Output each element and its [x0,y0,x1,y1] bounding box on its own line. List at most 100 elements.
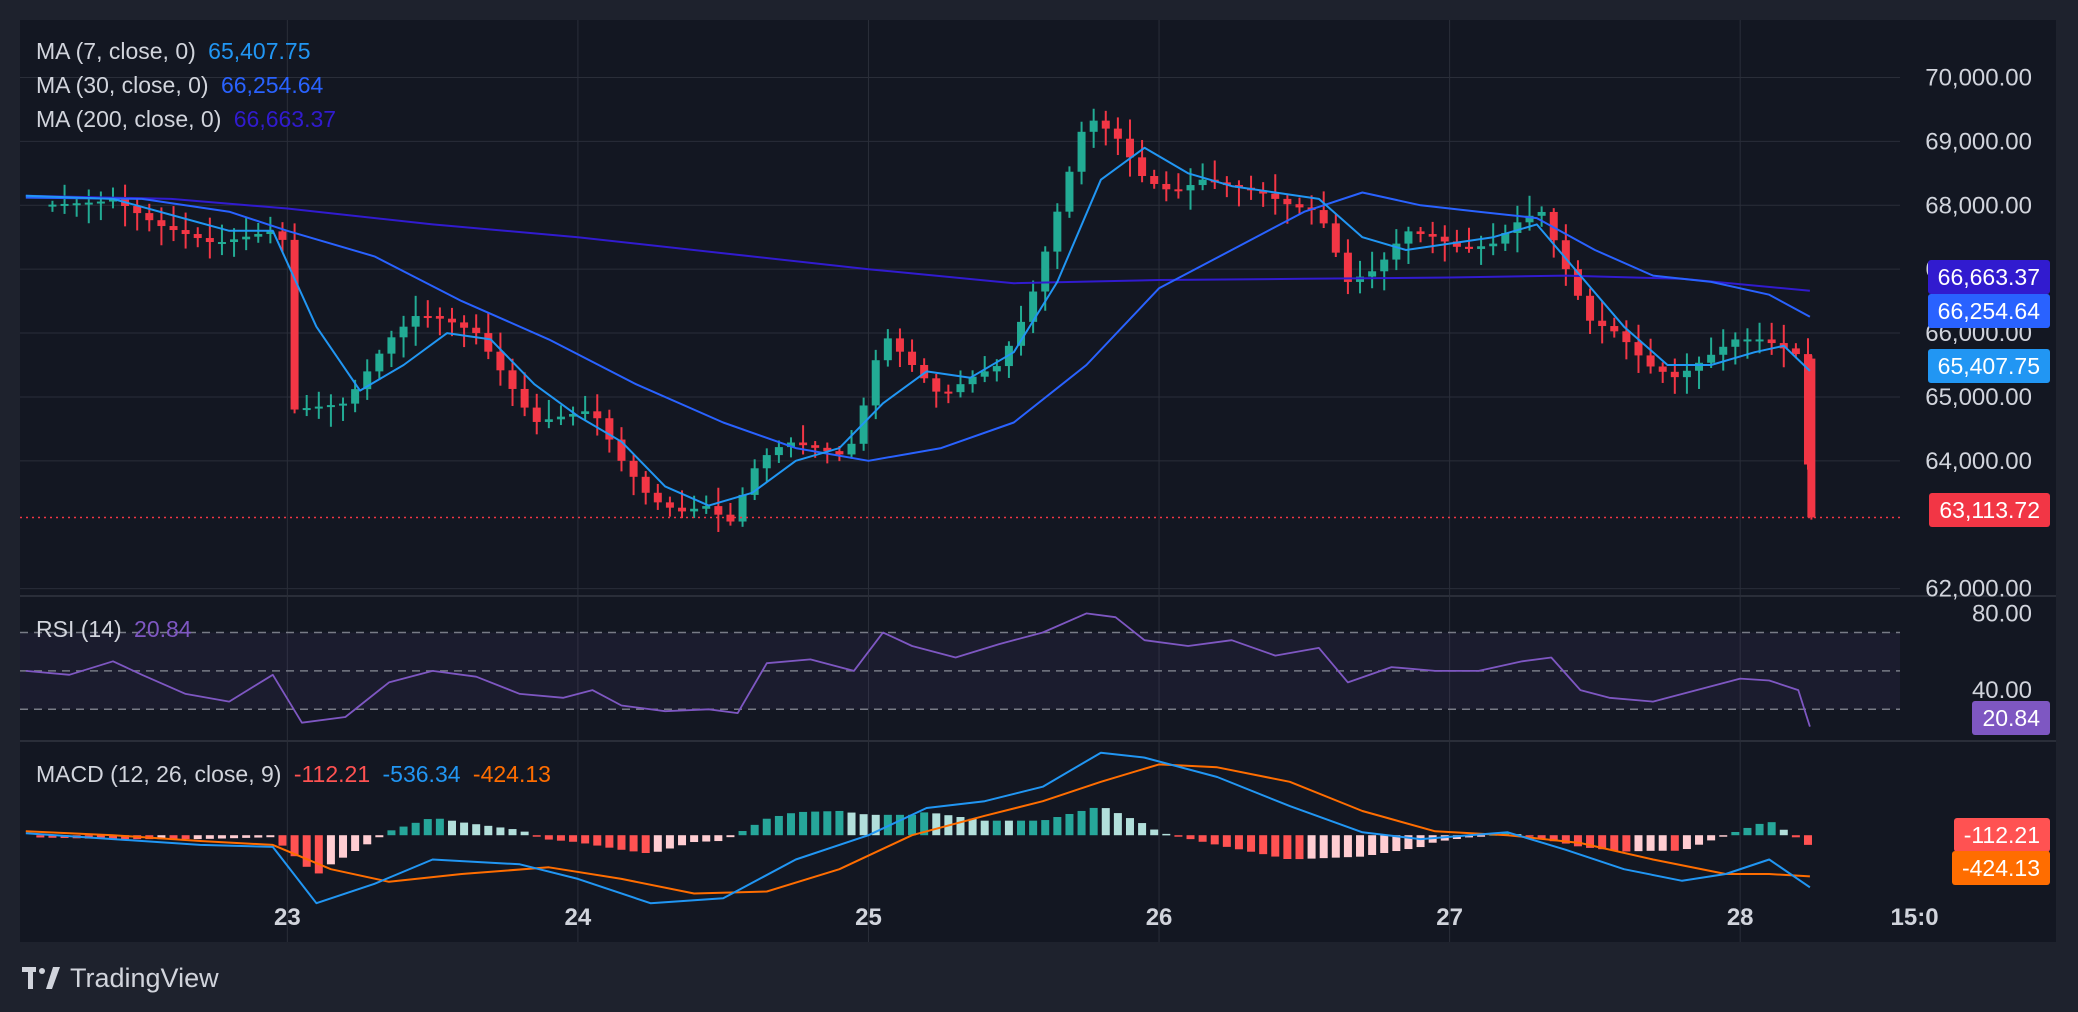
macd-hist-bar [1779,829,1788,836]
macd-hist-bar [363,835,372,845]
candle-body [617,439,626,461]
macd-hist-bar [484,825,493,836]
candle-body [1634,342,1643,356]
macd-hist-bar [1767,822,1776,836]
macd-hist-bar [496,827,505,836]
candle-body [883,338,892,361]
macd-hist-bar [823,811,832,836]
candle-body [786,442,795,448]
candle-body [423,316,432,319]
macd-hist-bar [1573,835,1582,847]
macd-hist-bar [1670,835,1679,851]
candle-body [665,502,674,508]
macd-hist-bar [1416,835,1425,848]
ma7-price-tag: 65,407.75 [1927,349,2050,383]
macd-legend[interactable]: MACD (12, 26, close, 9) -112.21 -536.34 … [36,761,557,788]
ma200-line [25,194,1810,292]
macd-hist-bar [665,835,674,849]
macd-hist-bar [883,814,892,836]
macd-hist-bar [1682,835,1691,850]
candle-body [544,419,553,422]
ma200-legend[interactable]: MA (200, close, 0) 66,663.37 [36,106,342,133]
candle-body [1125,138,1134,158]
y-tick-label: 70,000.00 [1925,65,2032,92]
candle-body [217,242,226,245]
candle-body [968,376,977,385]
macd-hist-bar [435,818,444,836]
candles-group [48,108,1812,532]
candle-body [169,226,178,231]
macd-hist-bar [726,835,735,838]
macd-hist-bar [375,835,384,838]
candle-body [1791,348,1800,355]
ma30-line [25,191,1811,462]
candle-body [1065,171,1074,212]
macd-hist-bar [1380,835,1389,854]
macd-hist-bar [1138,823,1147,836]
x-tick-label: 28 [1727,904,1754,931]
macd-hist-bar [1404,835,1413,850]
candle-body [1186,185,1195,191]
candle-body [556,416,565,420]
candle-body [1537,211,1546,216]
macd-hist-bar [1368,835,1377,855]
macd-hist-bar [1634,835,1643,852]
macd-hist-bar [1113,813,1122,836]
macd-hist-bar [1017,820,1026,836]
candle-body [871,360,880,406]
candle-body [1440,236,1449,242]
macd-hist-bar [169,835,178,840]
candle-body [593,411,602,419]
candle-body [133,205,142,214]
macd-hist-bar [1343,835,1352,858]
rsi-legend-value: 20.84 [134,616,192,642]
candle-body [1598,320,1607,327]
candle-body [520,388,529,408]
ma7-legend-label: MA (7, close, 0) [36,38,196,64]
y-tick-label: 69,000.00 [1925,128,2032,155]
macd-hist-bar [1150,829,1159,836]
macd-hist-bar [786,813,795,836]
candle-body [1089,120,1098,132]
ma7-legend[interactable]: MA (7, close, 0) 65,407.75 [36,38,317,65]
macd-hist-bar [1295,835,1304,860]
macd-hist-bar [242,835,251,838]
rsi-legend[interactable]: RSI (14) 20.84 [36,616,198,643]
y-tick-label: 62,000.00 [1925,576,2032,603]
ma7-line [25,146,1811,507]
macd-hist-bar [290,835,299,857]
candle-body [908,351,917,365]
macd-hist-bar [254,835,263,838]
y-tick-label: 65,000.00 [1925,384,2032,411]
ma30-legend-label: MA (30, close, 0) [36,72,209,98]
candle-body [508,370,517,389]
macd-hist-bar [1053,817,1062,836]
macd-hist-bar [738,831,747,836]
candle-body [108,198,117,202]
macd-hist-bar [1162,833,1171,836]
macd-hist-bar [532,835,541,837]
candle-body [702,506,711,509]
last-price-tag: 63,113.72 [1929,493,2050,527]
macd-hist-bar [1622,835,1631,852]
macd-hist-bar [387,830,396,836]
macd-legend-signal: -424.13 [472,761,551,787]
macd-hist-bar [339,835,348,858]
candle-body [314,406,323,409]
macd-hist-bar [859,814,868,836]
macd-hist-bar [460,822,469,836]
candle-body [992,366,1001,372]
ma30-legend[interactable]: MA (30, close, 0) 66,254.64 [36,72,329,99]
tradingview-logo-text: TradingView [70,962,219,993]
candle-body [1053,211,1062,252]
macd-hist-bar [48,835,57,838]
candle-body [230,239,239,243]
candle-body [1586,295,1595,321]
macd-hist-bar [1561,835,1570,844]
macd-hist-bar [230,835,239,839]
candle-body [96,201,105,204]
macd-hist-bar [1719,835,1728,837]
candle-body [1670,371,1679,378]
tradingview-logo[interactable]: TradingView [22,962,219,994]
